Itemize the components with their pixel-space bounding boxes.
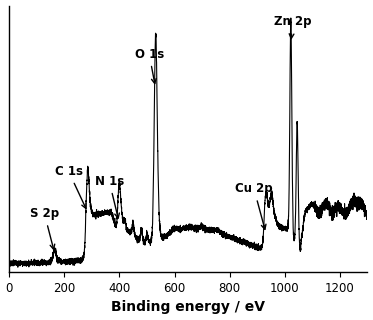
Text: N 1s: N 1s bbox=[95, 175, 124, 218]
X-axis label: Binding energy / eV: Binding energy / eV bbox=[112, 300, 265, 315]
Text: Cu 2p: Cu 2p bbox=[235, 182, 273, 229]
Text: O 1s: O 1s bbox=[135, 48, 164, 84]
Text: S 2p: S 2p bbox=[30, 207, 59, 249]
Text: C 1s: C 1s bbox=[55, 165, 86, 208]
Text: Zn 2p: Zn 2p bbox=[274, 15, 311, 39]
